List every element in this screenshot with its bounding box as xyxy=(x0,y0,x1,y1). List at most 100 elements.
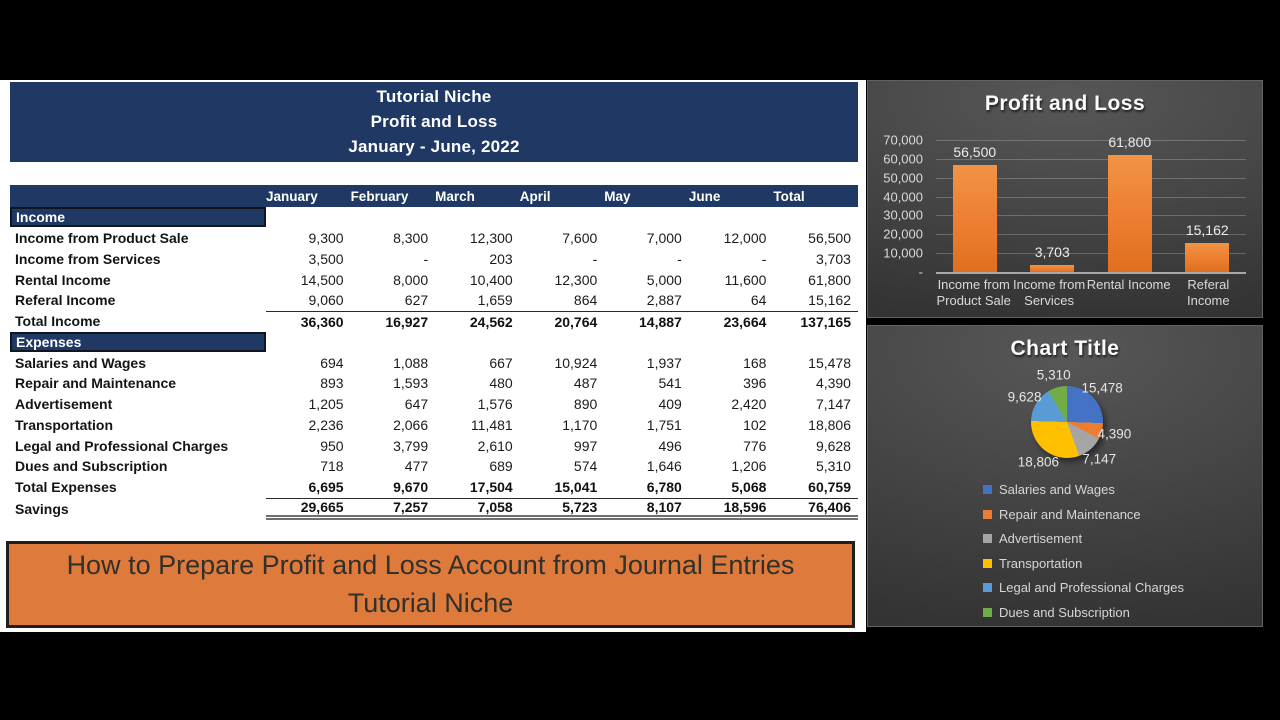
value-cell: 647 xyxy=(404,396,429,413)
value-cell: 14,887 xyxy=(604,310,689,332)
value-cell: 5,000 xyxy=(646,271,682,288)
row-label: Legal and Professional Charges xyxy=(15,437,229,454)
section-header-income: Income xyxy=(10,207,266,228)
value-cell: 5,068 xyxy=(731,479,767,496)
value-cell: 23,664 xyxy=(688,310,774,332)
x-axis-category: Income from Product Sale xyxy=(936,277,1011,308)
table-row: Income from Services 3,500 - 203 - - - 3,703 xyxy=(10,249,858,270)
value-cell: 2,610 xyxy=(477,437,513,454)
section-row: Expenses xyxy=(10,331,858,353)
value-cell: 137,165 xyxy=(773,310,858,332)
value-cell: 1,205 xyxy=(308,396,344,413)
value-cell: 574 xyxy=(573,458,598,475)
row-label: Advertisement xyxy=(15,396,113,413)
bar-2 xyxy=(1030,265,1075,272)
value-cell: 9,670 xyxy=(393,479,429,496)
value-cell: 5,310 xyxy=(815,458,851,475)
x-axis-category: Referal Income xyxy=(1186,277,1230,308)
value-cell: 480 xyxy=(489,375,513,392)
row-label: Referal Income xyxy=(15,292,116,309)
value-cell: 694 xyxy=(320,354,344,371)
column-header: May xyxy=(604,188,631,204)
value-cell: - xyxy=(677,250,682,267)
value-cell: 64 xyxy=(750,292,767,309)
value-cell: 12,300 xyxy=(469,230,513,247)
value-cell: 5,723 xyxy=(519,497,605,520)
value-cell: 15,478 xyxy=(808,354,851,371)
value-cell: 2,420 xyxy=(731,396,767,413)
value-cell: 6,695 xyxy=(308,479,344,496)
column-header: February xyxy=(350,188,409,204)
table-row: Total Income 36,360 16,927 24,562 20,764 14,8… xyxy=(10,310,858,332)
value-cell: 16,927 xyxy=(350,310,436,332)
gridline xyxy=(936,196,1246,198)
value-cell: 36,360 xyxy=(266,310,351,332)
value-cell: 1,937 xyxy=(646,354,682,371)
value-cell: 10,924 xyxy=(554,354,598,371)
column-header: January xyxy=(266,188,318,204)
row-label: Dues and Subscription xyxy=(15,458,168,475)
y-axis-tick: 30,000 xyxy=(883,207,923,223)
table-row: Income from Product Sale 9,300 8,300 12,300… xyxy=(10,228,858,249)
value-cell: 6,780 xyxy=(646,479,682,496)
y-axis-tick: 20,000 xyxy=(883,226,923,242)
value-cell: 10,400 xyxy=(469,271,513,288)
value-cell: 627 xyxy=(404,292,429,309)
legend-swatch xyxy=(983,509,992,519)
value-cell: 477 xyxy=(404,458,429,475)
value-cell: 15,162 xyxy=(808,292,851,309)
gridline xyxy=(936,140,1246,141)
table-row: Salaries and Wages 694 1,088 667 10,924 1,937… xyxy=(10,352,858,373)
value-cell: 60,759 xyxy=(808,479,851,496)
bar-chart-plot-area: 56,500 3,703 61,800 15,162 xyxy=(936,134,1246,274)
value-cell: 7,000 xyxy=(646,230,682,247)
row-label: Repair and Maintenance xyxy=(15,375,177,392)
column-header: Total xyxy=(773,188,805,204)
value-cell: - xyxy=(423,250,429,267)
bar-4 xyxy=(1185,243,1230,272)
value-cell: 18,596 xyxy=(688,497,774,520)
value-cell: 689 xyxy=(489,458,513,475)
value-cell: 950 xyxy=(320,437,344,454)
value-cell: 776 xyxy=(743,437,767,454)
legend-swatch xyxy=(983,485,992,494)
row-label: Total Expenses xyxy=(15,479,117,496)
column-header: March xyxy=(435,188,475,204)
value-cell: 24,562 xyxy=(435,310,520,332)
legend-label: Legal and Professional Charges xyxy=(999,580,1185,595)
value-cell: 61,800 xyxy=(808,271,851,288)
value-cell: 997 xyxy=(573,437,598,454)
value-cell: 1,170 xyxy=(562,416,598,433)
row-label: Income from Services xyxy=(15,250,161,267)
value-cell: 890 xyxy=(573,396,598,413)
value-cell: 8,000 xyxy=(393,271,429,288)
report-name: Profit and Loss xyxy=(370,112,498,131)
bar-chart-title: Profit and Loss xyxy=(984,92,1146,115)
value-cell: 541 xyxy=(658,375,682,392)
value-cell: 1,751 xyxy=(646,416,682,433)
legend-label: Dues and Subscription xyxy=(999,604,1130,620)
value-cell: 12,300 xyxy=(554,271,598,288)
legend-item: Dues and Subscription xyxy=(983,604,1184,620)
table-row: Repair and Maintenance 893 1,593 480 487 541 3… xyxy=(10,373,858,394)
value-cell: 76,406 xyxy=(773,497,858,520)
value-cell: 718 xyxy=(320,458,344,475)
value-cell: 1,659 xyxy=(477,292,513,309)
bar-chart-y-axis: 70,000 60,000 50,000 40,000 30,000 20,000 10,0… xyxy=(868,133,928,280)
y-axis-tick: - xyxy=(918,264,923,280)
bar-chart-panel: Profit and Loss 70,000 60,000 50,000 40,000… xyxy=(867,80,1263,318)
bar-1 xyxy=(952,165,997,272)
value-cell: 168 xyxy=(743,354,767,371)
value-cell: 667 xyxy=(489,354,513,371)
gridline xyxy=(936,177,1246,179)
column-header: June xyxy=(688,188,721,204)
legend-item: Advertisement xyxy=(983,531,1184,546)
y-axis-tick: 60,000 xyxy=(883,151,923,167)
legend-label: Salaries and Wages xyxy=(999,482,1115,497)
value-cell: 9,300 xyxy=(308,230,344,247)
bar-chart-x-axis: Income from Product Sale Income from Servic… xyxy=(936,277,1246,309)
legend-item: Salaries and Wages xyxy=(983,482,1184,497)
value-cell: 496 xyxy=(658,437,682,454)
x-axis-category: Income from Services xyxy=(1012,277,1086,308)
table-row: Transportation 2,236 2,066 11,481 1,170 1,751… xyxy=(10,415,858,436)
